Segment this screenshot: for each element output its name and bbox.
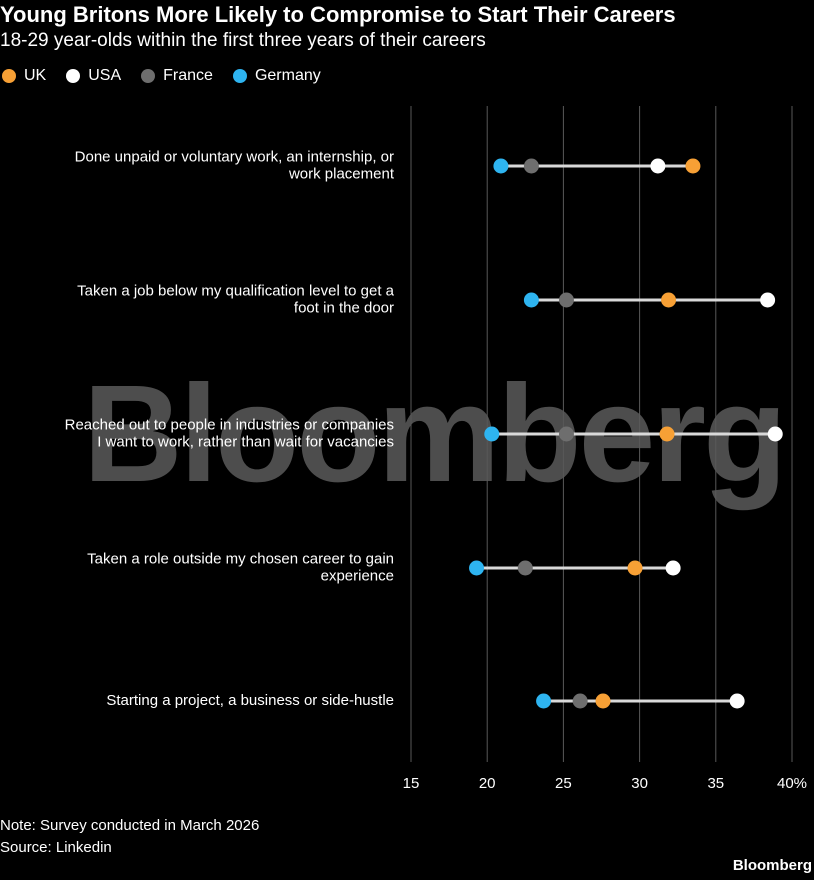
legend-label: UK	[24, 67, 47, 84]
category-label: Done unpaid or voluntary work, an intern…	[75, 148, 394, 165]
dot-germany	[484, 426, 500, 442]
legend-label: France	[163, 67, 213, 84]
legend-label: Germany	[254, 67, 321, 84]
legend-swatch	[232, 69, 247, 83]
category-label: Taken a role outside my chosen career to…	[87, 550, 394, 567]
dot-france	[517, 560, 533, 576]
dot-usa	[760, 292, 776, 308]
dot-uk	[627, 560, 643, 576]
chart-subtitle: 18-29 year-olds within the first three y…	[0, 30, 486, 51]
category-label: experience	[321, 567, 394, 584]
source: Source: Linkedin	[0, 839, 112, 856]
category-label: work placement	[288, 165, 395, 182]
dot-germany	[469, 560, 485, 576]
dot-usa	[650, 158, 666, 174]
bloomberg-logo: Bloomberg	[732, 857, 812, 874]
legend-item-uk: UK	[2, 67, 46, 85]
dot-france	[558, 426, 574, 442]
category-label: Starting a project, a business or side-h…	[106, 692, 394, 709]
legend-label: USA	[88, 67, 122, 84]
legend: UK USA France Germany	[2, 67, 341, 85]
legend-item-france: France	[141, 67, 213, 85]
dot-france	[572, 693, 588, 709]
legend-swatch	[141, 69, 156, 83]
tick-label: 30	[631, 775, 648, 792]
dot-uk	[661, 292, 677, 308]
category-label: foot in the door	[294, 299, 394, 316]
chart-title: Young Britons More Likely to Compromise …	[0, 2, 676, 27]
dot-uk	[659, 426, 675, 442]
tick-label: 25	[555, 775, 572, 792]
tick-label: 20	[479, 775, 496, 792]
dot-uk	[595, 693, 611, 709]
tick-label: 35	[707, 775, 724, 792]
dot-germany	[523, 292, 539, 308]
dot-germany	[536, 693, 552, 709]
tick-label: 15	[403, 775, 420, 792]
dot-germany	[493, 158, 509, 174]
dot-usa	[729, 693, 745, 709]
dot-usa	[665, 560, 681, 576]
note: Note: Survey conducted in March 2026	[0, 817, 260, 834]
dot-france	[523, 158, 539, 174]
tick-label: 40%	[777, 775, 807, 792]
category-label: Taken a job below my qualification level…	[77, 282, 395, 299]
legend-swatch	[2, 69, 16, 83]
legend-swatch	[66, 69, 81, 83]
category-label: I want to work, rather than wait for vac…	[97, 433, 394, 450]
dot-uk	[685, 158, 701, 174]
category-label: Reached out to people in industries or c…	[65, 416, 394, 433]
legend-item-usa: USA	[66, 67, 121, 85]
dot-usa	[767, 426, 783, 442]
legend-item-germany: Germany	[232, 67, 321, 85]
dot-france	[558, 292, 574, 308]
